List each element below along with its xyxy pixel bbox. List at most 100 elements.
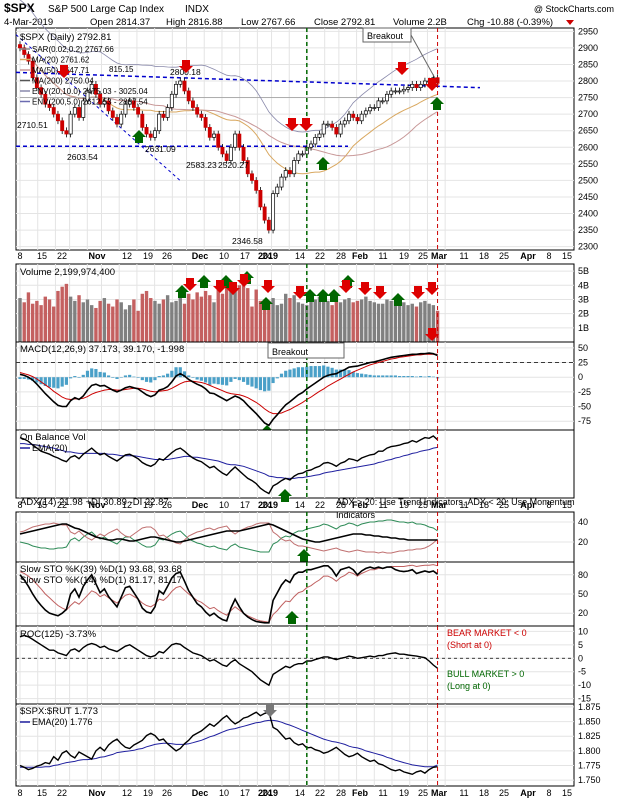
candle-body <box>241 146 246 161</box>
y-tick-label: 25 <box>578 358 588 368</box>
volume-bar <box>127 305 132 342</box>
candle-body <box>397 90 402 93</box>
volume-bar <box>220 293 225 342</box>
macd-histogram-bar <box>216 377 220 385</box>
volume-bar <box>170 302 174 342</box>
candle-body <box>123 103 128 115</box>
x-tick-label: 19 <box>399 251 409 261</box>
macd-histogram-bar <box>393 375 397 378</box>
x-tick-label: Feb <box>352 500 369 510</box>
bear-market-note: BEAR MARKET < 0 <box>447 628 527 638</box>
quote-volume: Volume 2.2B <box>393 17 447 28</box>
candle-body <box>153 130 157 138</box>
candle-body <box>190 100 195 108</box>
x-tick-label: 28 <box>336 500 346 510</box>
x-tick-label: 15 <box>37 251 47 261</box>
volume-bar <box>435 310 440 342</box>
macd-histogram-bar <box>241 377 246 382</box>
slow-sto-14-line <box>19 565 439 624</box>
y-tick-label: 1.800 <box>578 746 601 756</box>
candle-body <box>144 127 149 135</box>
y-tick-label: -5 <box>578 667 586 677</box>
macd-histogram-bar <box>292 368 296 378</box>
y-tick-label: 2900 <box>578 43 598 53</box>
candle-body <box>317 133 322 138</box>
volume-bar <box>77 295 81 342</box>
volume-bar <box>212 302 216 342</box>
volume-bar <box>47 299 52 342</box>
volume-bar <box>102 298 107 342</box>
sell-arrow-icon <box>373 286 387 299</box>
x-tick-label: 14 <box>295 788 305 798</box>
price-level-label: 2583.23 <box>186 160 217 170</box>
x-tick-label: 15 <box>37 500 47 510</box>
macd-histogram-bar <box>225 377 229 386</box>
volume-bar <box>30 303 35 342</box>
macd-histogram-bar <box>81 374 85 378</box>
macd-histogram-bar <box>203 377 208 383</box>
macd-histogram-bar <box>389 375 393 378</box>
macd-histogram-bar <box>338 369 343 378</box>
candle-body <box>43 93 48 105</box>
y-tick-label: 20 <box>578 537 588 547</box>
price-legend-inline-value: 815.15 <box>109 65 134 74</box>
x-tick-label: Dec <box>192 251 209 261</box>
x-tick-label: Mar <box>431 788 448 798</box>
sell-arrow-icon <box>213 280 227 293</box>
volume-bar <box>406 305 410 342</box>
candle-body <box>34 77 39 88</box>
x-tick-label: Feb <box>352 251 369 261</box>
sell-arrow-icon <box>285 118 299 131</box>
volume-panel: 5B 4B 3B 2B 1B Volume 2,199,974,400 <box>15 263 589 343</box>
candle-body <box>342 120 347 125</box>
y-tick-label: 80 <box>578 570 588 580</box>
macd-histogram-bar <box>98 371 102 378</box>
candle-body <box>64 130 69 135</box>
macd-histogram-bar <box>43 377 47 386</box>
x-tick-label: 19 <box>399 500 409 510</box>
candle-body <box>98 93 103 105</box>
sell-arrow-icon <box>425 282 439 295</box>
volume-bar <box>208 295 212 342</box>
y-tick-label: 1.875 <box>578 702 601 712</box>
stockcharts-credit[interactable]: @ StockCharts.com <box>534 4 614 14</box>
volume-bar <box>364 296 368 342</box>
y-tick-label: 2B <box>578 309 589 319</box>
macd-histogram-bar <box>52 377 56 388</box>
x-tick-label: 8 <box>546 788 551 798</box>
chart-exchange: INDX <box>185 4 209 15</box>
x-tick-label: 17 <box>240 500 250 510</box>
volume-bar <box>149 298 153 342</box>
volume-bar <box>81 302 85 342</box>
price-legend-item: ENV(20,10.0) 2475.03 - 3025.04 <box>32 87 148 96</box>
macd-histogram-bar <box>385 375 389 378</box>
candle-body <box>250 173 254 181</box>
macd-histogram-bar <box>157 376 161 378</box>
volume-bar <box>90 305 94 342</box>
price-panel-frame <box>15 27 575 251</box>
stochastic-panel: 80 50 20 Slow STO %K(39) %D(1) 93.68, 93.68… <box>15 561 588 627</box>
macd-histogram-bar <box>398 376 402 378</box>
volume-bar <box>144 290 149 342</box>
macd-histogram-bar <box>368 374 372 378</box>
volume-bar <box>246 288 250 342</box>
candle-body <box>161 113 166 118</box>
candle-body <box>115 117 119 125</box>
macd-histogram-bar <box>195 377 199 380</box>
x-tick-label: 10 <box>219 500 229 510</box>
price-level-label: 2346.58 <box>232 236 263 246</box>
volume-bar <box>216 289 220 342</box>
macd-histogram-bar <box>288 369 292 378</box>
volume-bar <box>296 302 301 342</box>
volume-bar <box>73 300 77 342</box>
candle-body <box>363 110 368 115</box>
macd-histogram-bar <box>250 377 254 387</box>
candle-body <box>283 170 288 178</box>
x-tick-label: Mar <box>431 500 448 510</box>
macd-histogram-bar <box>284 370 288 378</box>
macd-signal-line <box>19 353 438 415</box>
volume-bar <box>288 298 292 342</box>
macd-histogram-bar <box>372 375 376 378</box>
macd-histogram-bar <box>102 372 106 378</box>
